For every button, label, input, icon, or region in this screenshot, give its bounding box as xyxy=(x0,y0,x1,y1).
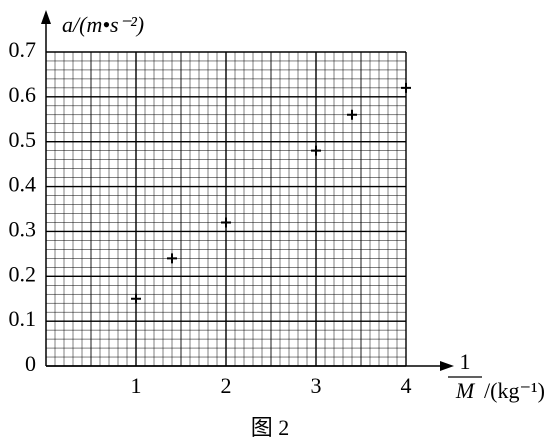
y-tick-label: 0.1 xyxy=(9,306,37,331)
y-tick-label: 0.3 xyxy=(9,216,37,241)
y-tick-label: 0.7 xyxy=(9,37,37,62)
y-axis-arrow xyxy=(41,10,51,24)
x-label-unit: /(kg⁻¹) xyxy=(484,378,545,403)
x-tick-label: 2 xyxy=(221,373,232,398)
x-tick-label: 1 xyxy=(131,373,142,398)
y-tick-label: 0.6 xyxy=(9,82,37,107)
y-axis-label: a/(m•s⁻²) xyxy=(62,12,144,37)
data-point xyxy=(131,293,141,304)
x-label-denominator: M xyxy=(455,378,476,403)
y-tick-label: 0 xyxy=(25,351,36,376)
caption: 图 2 xyxy=(251,415,290,440)
y-tick-label: 0.4 xyxy=(9,172,37,197)
data-point xyxy=(401,82,411,93)
x-axis-arrow xyxy=(440,361,454,371)
data-point xyxy=(311,145,321,156)
data-point xyxy=(347,109,357,120)
x-tick-label: 4 xyxy=(401,373,412,398)
y-tick-label: 0.5 xyxy=(9,127,37,152)
data-point xyxy=(221,217,231,228)
data-point xyxy=(167,253,177,264)
x-label-numerator: 1 xyxy=(460,349,471,374)
y-tick-label: 0.2 xyxy=(9,261,37,286)
x-tick-label: 3 xyxy=(311,373,322,398)
